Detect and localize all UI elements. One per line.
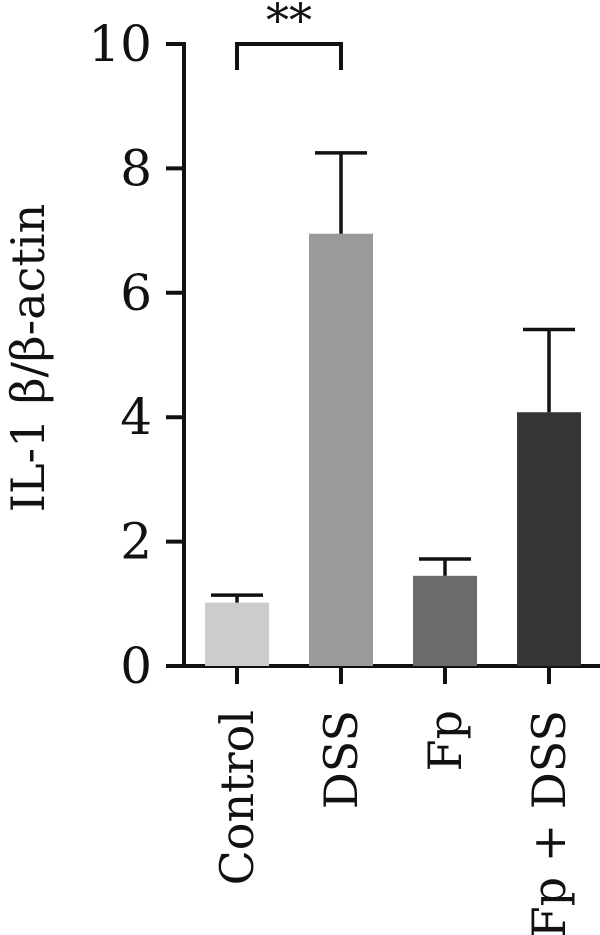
bar [205, 602, 269, 666]
significance-annotations: ** [235, 0, 343, 70]
bar [309, 233, 373, 666]
bar [413, 575, 477, 666]
x-tick-label: Fp [418, 710, 472, 771]
x-tick-label: DSS [314, 710, 368, 809]
x-axis: Control DSS Fp Fp + DSS [182, 664, 600, 935]
bar [517, 412, 581, 666]
y-axis: 0 2 4 6 8 10 [88, 15, 186, 695]
significance-bracket [235, 42, 343, 70]
error-bars [211, 151, 575, 603]
bars [205, 233, 581, 666]
y-tick-label: 0 [120, 637, 152, 695]
y-tick-label: 10 [88, 15, 152, 73]
x-tick-label: Fp + DSS [522, 710, 576, 935]
x-tick-label: Control [210, 710, 264, 885]
y-axis-label: IL-1 β/β-actin [1, 204, 55, 512]
y-tick-label: 2 [120, 513, 152, 571]
significance-label: ** [266, 0, 312, 47]
y-tick-label: 4 [120, 388, 152, 446]
y-tick-label: 6 [120, 264, 152, 322]
y-tick-label: 8 [120, 139, 152, 197]
